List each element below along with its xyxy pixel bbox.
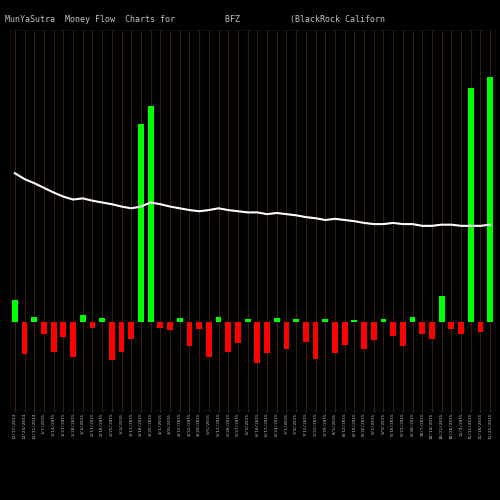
Bar xyxy=(371,322,376,340)
Bar xyxy=(322,320,328,322)
Bar xyxy=(60,322,66,337)
Bar xyxy=(70,322,76,358)
Bar xyxy=(438,296,444,322)
Bar xyxy=(468,88,473,322)
Bar xyxy=(361,322,367,348)
Bar xyxy=(50,322,56,352)
Bar xyxy=(380,319,386,322)
Bar xyxy=(478,322,484,332)
Bar xyxy=(216,317,222,322)
Bar xyxy=(41,322,47,334)
Bar xyxy=(264,322,270,352)
Bar xyxy=(118,322,124,352)
Bar xyxy=(458,322,464,334)
Bar xyxy=(312,322,318,358)
Bar xyxy=(352,320,358,322)
Bar xyxy=(400,322,406,345)
Bar xyxy=(293,319,299,322)
Bar xyxy=(186,322,192,345)
Bar xyxy=(303,322,309,342)
Bar xyxy=(196,322,202,330)
Bar xyxy=(206,322,212,358)
Bar xyxy=(109,322,115,360)
Text: MunYaSutra  Money Flow  Charts for          BFZ          (BlackRock Californ: MunYaSutra Money Flow Charts for BFZ (Bl… xyxy=(5,15,385,24)
Bar xyxy=(138,124,144,322)
Bar xyxy=(254,322,260,363)
Bar xyxy=(274,318,280,322)
Bar xyxy=(429,322,435,338)
Bar xyxy=(80,314,86,322)
Bar xyxy=(342,322,347,344)
Bar xyxy=(410,317,416,322)
Bar xyxy=(332,322,338,352)
Bar xyxy=(244,320,250,322)
Bar xyxy=(226,322,231,352)
Bar xyxy=(235,322,241,343)
Bar xyxy=(390,322,396,336)
Bar xyxy=(284,322,290,348)
Bar xyxy=(128,322,134,338)
Bar xyxy=(22,322,28,354)
Bar xyxy=(158,322,164,328)
Bar xyxy=(420,322,425,334)
Bar xyxy=(167,322,173,330)
Bar xyxy=(32,317,37,322)
Bar xyxy=(90,322,96,328)
Bar xyxy=(448,322,454,330)
Bar xyxy=(487,77,493,322)
Bar xyxy=(12,300,18,322)
Bar xyxy=(148,106,154,322)
Bar xyxy=(99,318,105,322)
Bar xyxy=(177,318,182,322)
